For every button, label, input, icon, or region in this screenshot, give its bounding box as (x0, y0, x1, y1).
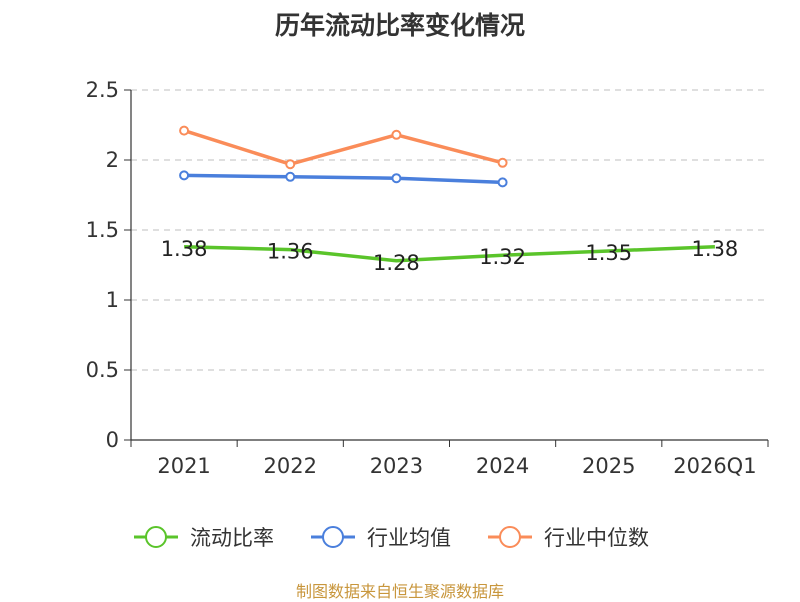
data-labels: 1.38 1.36 1.28 1.32 1.35 1.38 (161, 237, 739, 275)
legend-marker-icon (499, 526, 521, 548)
x-tick-label: 2023 (370, 454, 423, 478)
series-2-point (285, 171, 296, 182)
series-2-point (179, 170, 190, 181)
y-tick-label: 1 (106, 288, 119, 312)
legend-marker-icon (145, 526, 167, 548)
y-tick-label: 2.5 (86, 78, 119, 102)
x-tick-label: 2022 (264, 454, 317, 478)
series-3-point (179, 125, 190, 136)
y-tick-label: 0 (106, 428, 119, 452)
legend-label: 流动比率 (190, 526, 274, 550)
series-2-point (497, 177, 508, 188)
data-label: 1.35 (585, 241, 632, 265)
series-lines (179, 125, 715, 263)
data-label: 1.36 (267, 240, 314, 264)
x-tick-label: 2021 (157, 454, 210, 478)
legend-item-1[interactable]: 流动比率 (134, 526, 274, 550)
data-label: 1.32 (479, 245, 526, 269)
gridlines (131, 89, 768, 371)
legend[interactable]: 流动比率 行业均值 行业中位数 (134, 526, 649, 550)
data-label: 1.38 (692, 237, 739, 261)
x-tick-label: 2025 (582, 454, 635, 478)
series-line-1 (184, 245, 715, 263)
series-3-point (285, 159, 296, 170)
legend-item-3[interactable]: 行业中位数 (488, 526, 649, 550)
legend-label: 行业均值 (367, 526, 451, 550)
y-tick-label: 2 (106, 148, 119, 172)
legend-item-2[interactable]: 行业均值 (311, 526, 451, 550)
data-label: 1.38 (161, 237, 208, 261)
data-source-note: 制图数据来自恒生聚源数据库 (295, 582, 504, 601)
x-tick-label: 2024 (476, 454, 529, 478)
series-line-3 (183, 128, 504, 166)
series-2-point (391, 173, 402, 184)
y-tick-label: 1.5 (86, 218, 119, 242)
x-tick-label: 2026Q1 (673, 454, 756, 478)
y-tick-label: 0.5 (86, 358, 119, 382)
legend-marker-icon (322, 526, 344, 548)
chart-title: 历年流动比率变化情况 (274, 11, 525, 40)
legend-label: 行业中位数 (544, 526, 649, 550)
data-label: 1.28 (373, 251, 420, 275)
series-3-point (391, 129, 402, 140)
series-line-2 (184, 173, 503, 185)
axes: 0 0.5 1 1.5 2 2.5 2021 2022 2023 2024 2025 2026Q1 (86, 78, 769, 478)
series-3-point (497, 157, 508, 168)
